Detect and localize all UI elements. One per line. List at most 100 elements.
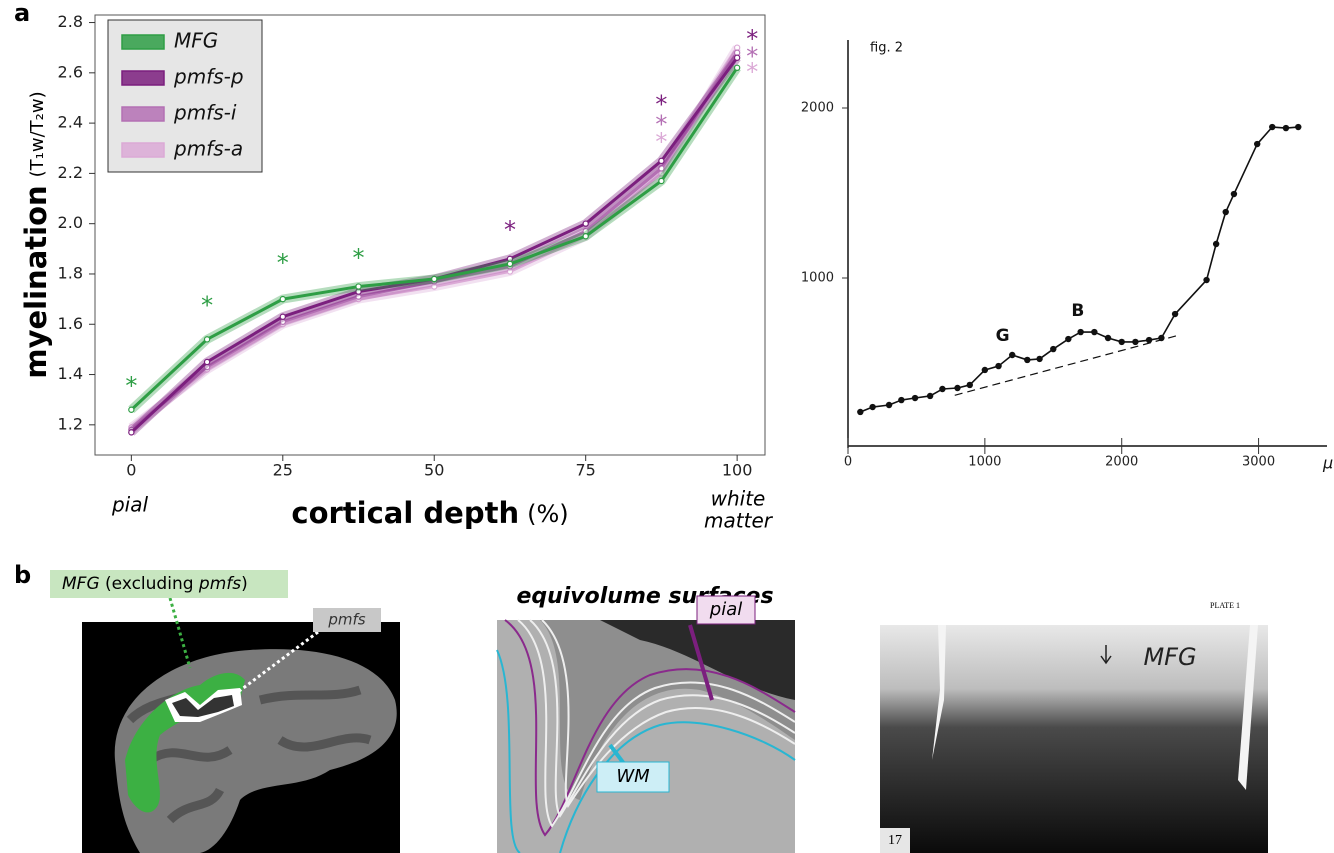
point [582,233,589,240]
legend-swatch [121,106,165,122]
mfg-label: MFG (excluding pmfs) [62,574,248,594]
point [279,313,286,320]
plate-label: PLATE 1 [1210,601,1240,610]
annotation: * [655,128,667,156]
label-part: ) [241,574,248,594]
point [966,381,974,389]
point [1091,328,1098,336]
x-tick-label: 100 [722,461,753,480]
y-axis-label: myelination (T₁w/T₂w) [19,91,53,378]
wm-label: matter [704,509,774,533]
x-label: cortical depth [291,496,519,530]
label-part: MFG [62,574,100,594]
point [733,49,741,56]
x-axis-label: cortical depth (%) [291,496,568,530]
legend-label: MFG [174,29,218,53]
pial-label: pial [111,493,149,517]
point [1024,356,1031,364]
point [1065,335,1072,343]
point [658,177,665,185]
y-label-unit: (T₁w/T₂w) [27,91,48,177]
point [431,275,438,283]
legend-swatch [121,142,165,158]
annotation: G [996,326,1010,346]
point [1009,351,1016,359]
point [1171,310,1179,318]
annotation: * [655,111,667,139]
wm-tag: WM [616,766,650,787]
point [1036,355,1043,363]
point [203,358,211,366]
label-part: (excluding [100,574,199,594]
annotation: * [746,58,758,86]
histology-label: MFG [1143,643,1196,671]
point [279,295,286,303]
point [939,385,946,393]
y-tick-label: 1.2 [58,414,83,433]
point [1254,140,1261,148]
wm-label: white [711,487,766,511]
point [981,366,989,374]
x-tick-label: 3000 [1242,455,1275,470]
x-tick-label: 1000 [968,455,1001,470]
point [898,396,905,404]
legend: MFG pmfs-p pmfs-i pmfs-a [107,19,263,173]
y-tick-label: 2.2 [58,163,83,182]
panel-label: a [14,0,30,27]
point [995,362,1002,370]
x-tick-label: 0 [126,461,136,480]
point [355,283,362,290]
point [1132,338,1139,346]
point [658,157,665,165]
point [1158,334,1165,342]
annotation: B [1071,301,1084,321]
y-tick-label: 2.0 [58,213,83,232]
chart-title: fig. 2 [870,41,903,56]
point [926,392,934,400]
point [506,260,514,268]
point [1295,123,1302,131]
pial-tag: pial [709,599,742,620]
y-tick-label: 1000 [801,271,834,286]
y-tick-label: 2.8 [58,12,83,31]
y-label: myelination [19,185,53,378]
point [954,384,961,392]
annotation: * [201,292,213,320]
y-tick-label: 2.4 [58,113,83,132]
annotation: * [655,90,667,118]
point [1282,124,1290,132]
annotation: * [125,372,137,400]
x-tick-label: 2000 [1105,455,1138,470]
point [203,336,211,343]
y-tick-label: 2000 [801,101,834,116]
point [1104,334,1112,342]
x-label-unit: (%) [527,500,569,528]
point [658,165,665,172]
annotation: * [353,244,365,272]
point [1269,123,1276,131]
point [1145,336,1153,344]
legend-label: pmfs-i [173,101,237,125]
y-tick-label: 1.8 [58,263,83,282]
annotation: * [504,216,516,244]
x-tick-label: 0 [844,455,852,470]
point [1203,276,1210,284]
brain-image: MFG (excluding pmfs) pmfs [50,570,400,853]
point [1050,345,1057,353]
point [911,394,919,402]
point [869,403,876,411]
y-tick-label: 1.6 [58,314,83,333]
legend-swatch [121,70,165,86]
legend-label: pmfs-a [173,137,243,161]
pmfs-label: pmfs [327,611,365,629]
x-tick-label: 25 [273,461,293,480]
point [128,429,135,436]
histology-image: PLATE 1 MFG 17 [880,601,1268,853]
trend-line [954,335,1177,396]
y-tick-label: 2.6 [58,62,83,81]
point [733,54,741,61]
annotation: * [277,249,289,277]
line [860,126,1299,413]
point [1230,190,1238,198]
